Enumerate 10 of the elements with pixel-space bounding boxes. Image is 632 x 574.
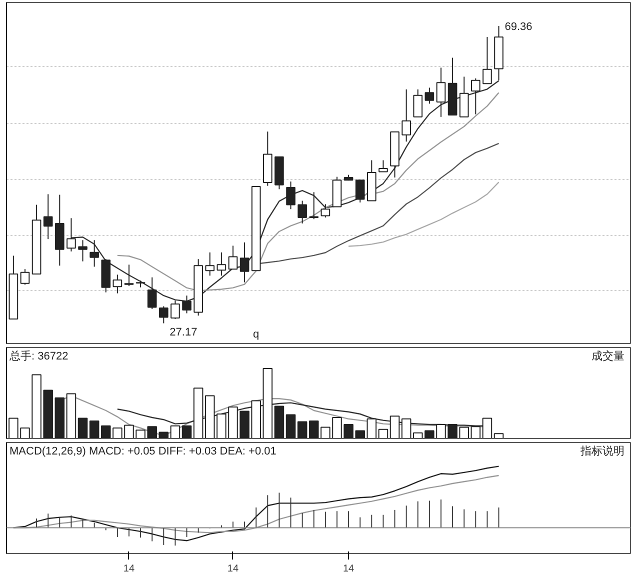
- x-tick-label: 14: [123, 564, 135, 574]
- annotation: q: [253, 328, 260, 340]
- text: 69.36: [504, 21, 532, 34]
- x-tick-label: 14: [227, 564, 239, 574]
- text: 成交量: [592, 350, 624, 362]
- text: 总手: 36722: [8, 350, 68, 362]
- x-tick-label: 14: [342, 564, 355, 574]
- text: MACD(12,26,9) MACD: +0.05 DIFF: +0.03 DEA: +0.01: [10, 446, 276, 458]
- text: 指标说明: [580, 446, 624, 458]
- annotation: 27.17: [170, 326, 198, 338]
